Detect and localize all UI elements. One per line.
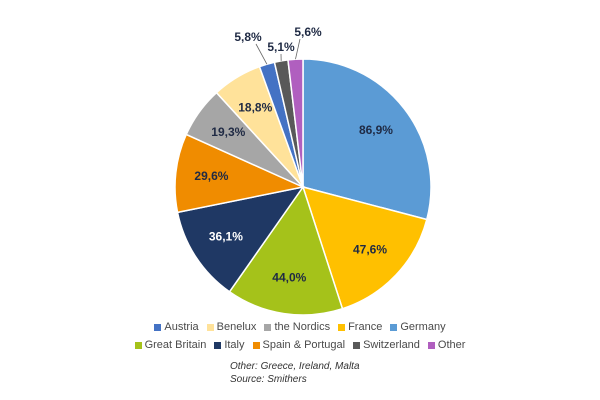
legend: Austria Benelux the Nordics France Germany Gr… [0,318,600,354]
pie-slice-spain-portugal [174,133,306,214]
legend-item-italy: Italy [214,339,245,351]
slice-label-germany: 86,9% [359,123,393,137]
legend-row: Great Britain Italy Spain & Portugal Switze… [0,336,600,354]
legend-label: Italy [224,339,245,351]
slice-label-other: 5,6% [294,25,322,39]
legend-swatch [338,323,346,331]
legend-item-spain-portugal: Spain & Portugal [252,339,346,351]
legend-label: Great Britain [144,339,207,351]
legend-label: Benelux [216,321,257,333]
pie-slice-germany [302,58,432,221]
slice-label-italy: 36,1% [209,230,243,244]
legend-item-great-britain: Great Britain [134,339,207,351]
legend-item-france: France [338,321,382,333]
legend-label: the Nordics [274,321,331,333]
legend-swatch [427,341,435,349]
pie-slice-italy [176,185,305,293]
legend-swatch [214,341,222,349]
legend-label: Switzerland [363,339,420,351]
legend-item-germany: Germany [390,321,446,333]
legend-label: France [348,321,383,333]
pie-slice-great-britain [228,185,344,316]
legend-swatch [390,323,398,331]
slice-label-austria: 5,8% [234,30,262,44]
source-note: Source: Smithers [230,374,307,385]
legend-item-austria: Austria [154,321,199,333]
other-note: Other: Greece, Ireland, Malta [230,361,360,372]
legend-swatch [252,341,260,349]
pie-chart: 86,9% 47,6% 44,0% 36,1% 29,6% 19,3% 18,8% 5,8% 5… [174,25,432,316]
legend-item-other: Other [427,339,466,351]
pie-slices [174,58,432,316]
legend-item-benelux: Benelux [206,321,257,333]
slice-label-france: 47,6% [353,242,387,256]
pie-slice-france [301,185,428,310]
slice-label-switzerland: 5,1% [267,40,295,54]
legend-label: Germany [400,321,446,333]
leader-line-other [295,38,301,60]
legend-item-switzerland: Switzerland [353,339,420,351]
legend-label: Spain & Portugal [262,339,346,351]
slice-label-benelux: 18,8% [238,100,272,114]
slice-label-the-nordics: 19,3% [211,125,245,139]
legend-swatch [264,323,272,331]
leader-line-austria [255,43,268,65]
legend-swatch [353,341,361,349]
slice-label-great-britain: 44,0% [272,270,306,284]
slice-labels: 86,9% 47,6% 44,0% 36,1% 29,6% 19,3% 18,8% 5,8% 5… [194,25,393,284]
legend-swatch [206,323,214,331]
legend-label: Austria [164,321,199,333]
legend-label: Other [437,339,466,351]
legend-swatch [134,341,142,349]
slice-label-spain-portugal: 29,6% [194,169,228,183]
legend-row: Austria Benelux the Nordics France Germany [0,318,600,336]
legend-item-the-nordics: the Nordics [264,321,330,333]
legend-swatch [154,323,162,331]
chart-notes: Other: Greece, Ireland, Malta Source: Sm… [230,360,360,386]
